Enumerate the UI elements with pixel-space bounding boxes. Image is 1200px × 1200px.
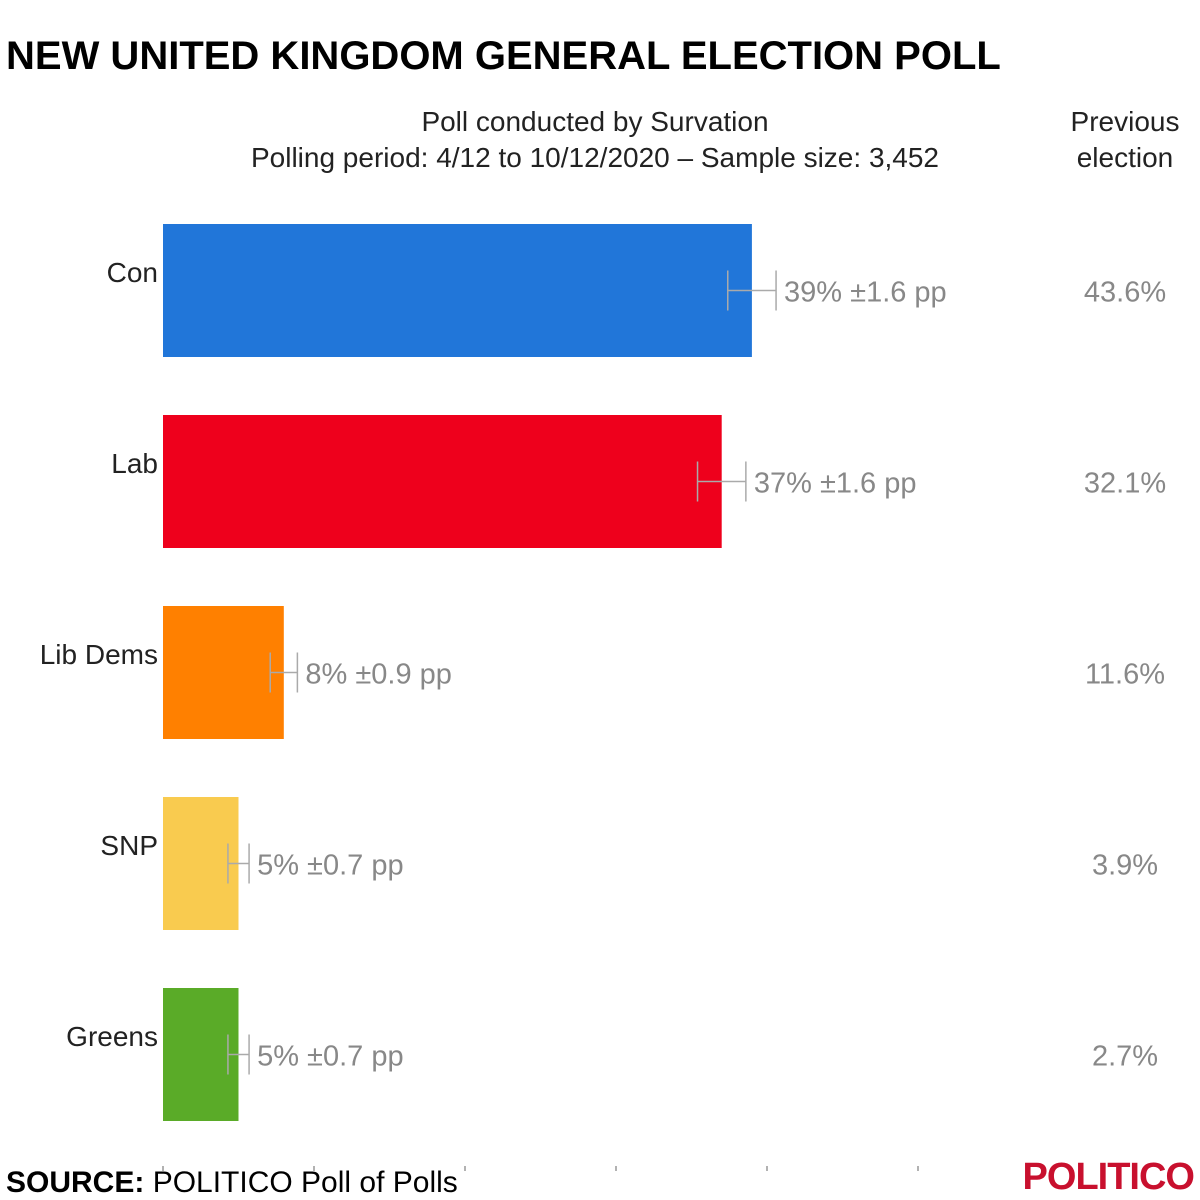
source-note: SOURCE: POLITICO Poll of Polls — [6, 1166, 458, 1200]
previous-election-value: 2.7% — [1092, 1041, 1158, 1073]
category-label: Con — [107, 257, 158, 288]
value-label: 5% ±0.7 pp — [257, 1041, 404, 1073]
bar-lib-dems — [163, 606, 284, 739]
category-label: Greens — [66, 1021, 158, 1052]
chart-title: NEW UNITED KINGDOM GENERAL ELECTION POLL — [6, 34, 1001, 78]
previous-election-header-line2: election — [1076, 142, 1174, 173]
value-label: 5% ±0.7 pp — [257, 850, 404, 882]
value-label: 39% ±1.6 pp — [784, 277, 947, 309]
subtitle-pollster: Poll conducted by Survation — [421, 106, 769, 137]
previous-election-value: 3.9% — [1092, 850, 1158, 882]
source-text: POLITICO Poll of Polls — [152, 1166, 458, 1199]
bar-greens — [163, 988, 239, 1121]
previous-election-value: 11.6% — [1085, 659, 1165, 691]
previous-election-value: 43.6% — [1084, 277, 1166, 309]
previous-election-value: 32.1% — [1084, 468, 1166, 500]
value-label: 37% ±1.6 pp — [754, 468, 917, 500]
value-label: 8% ±0.9 pp — [305, 659, 452, 691]
source-label: SOURCE: — [6, 1166, 145, 1199]
bar-lab — [163, 415, 722, 548]
category-label: SNP — [100, 830, 158, 861]
subtitle-period-sample: Polling period: 4/12 to 10/12/2020 – Sam… — [250, 142, 940, 173]
previous-election-header-line1: Previous — [1070, 106, 1180, 137]
category-label: Lab — [111, 448, 158, 479]
bar-snp — [163, 797, 239, 930]
bar-con — [163, 224, 752, 357]
politico-logo: POLITICO — [1022, 1156, 1195, 1198]
category-label: Lib Dems — [40, 639, 158, 670]
